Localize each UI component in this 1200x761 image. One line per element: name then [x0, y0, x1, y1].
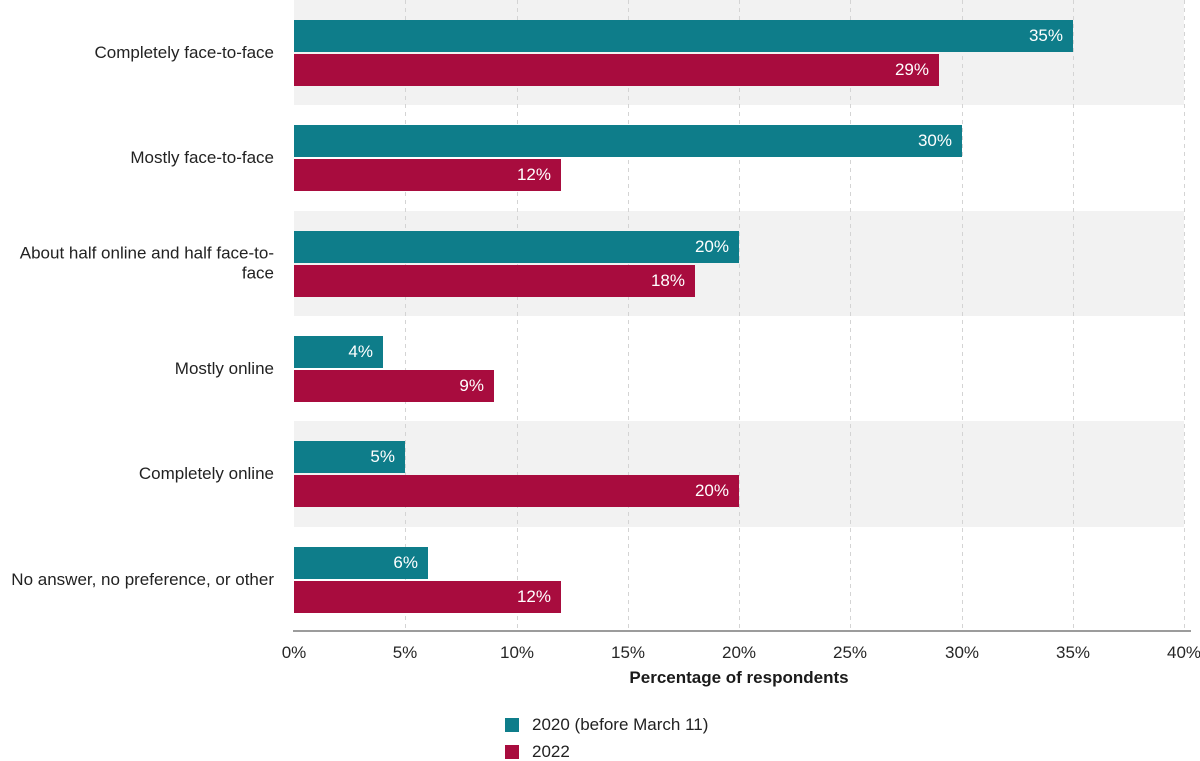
- bar-value-label: 30%: [917, 131, 952, 150]
- x-tick-label: 15%: [610, 643, 646, 662]
- legend-item: 2022: [505, 738, 708, 761]
- bar-2022: 12%: [294, 159, 561, 191]
- bar-value-label: 6%: [393, 553, 418, 572]
- gridline: [739, 0, 740, 632]
- plot-area: 35% 29% 30% 12% 20% 18% 4% 9% 5% 20% 6% 12%: [294, 0, 1185, 632]
- category-label: Mostly online: [174, 358, 274, 378]
- gridline: [962, 0, 963, 632]
- x-axis-title: Percentage of respondents: [629, 668, 849, 687]
- x-tick-label: 40%: [1166, 643, 1200, 662]
- x-tick-label: 30%: [944, 643, 980, 662]
- legend-label: 2022: [532, 741, 570, 761]
- category-label: About half online and half face-to-face: [19, 243, 274, 283]
- bar-2020: 30%: [294, 125, 962, 157]
- bar-value-label: 5%: [370, 447, 395, 466]
- x-tick-label: 35%: [1055, 643, 1091, 662]
- category-label: Completely face-to-face: [94, 42, 274, 62]
- bar-2022: 9%: [294, 370, 494, 402]
- legend: 2020 (before March 11) 2022: [505, 711, 708, 761]
- bar-value-label: 29%: [894, 60, 929, 79]
- category-label: No answer, no preference, or other: [11, 569, 274, 589]
- bar-value-label: 20%: [694, 237, 729, 256]
- gridline: [628, 0, 629, 632]
- bar-value-label: 12%: [516, 165, 551, 184]
- bar-value-label: 4%: [348, 342, 373, 361]
- bar-value-label: 9%: [459, 376, 484, 395]
- bar-2020: 6%: [294, 547, 428, 579]
- bar-2020: 4%: [294, 336, 383, 368]
- gridline: [1073, 0, 1074, 632]
- bar-2020: 20%: [294, 231, 739, 263]
- legend-swatch: [505, 744, 519, 759]
- x-tick-label: 5%: [392, 643, 418, 662]
- bar-2020: 35%: [294, 20, 1073, 52]
- bar-2022: 12%: [294, 581, 561, 613]
- legend-item: 2020 (before March 11): [505, 711, 708, 738]
- x-axis-line: [293, 630, 1191, 632]
- x-tick-label: 20%: [721, 643, 757, 662]
- bar-value-label: 12%: [516, 587, 551, 606]
- bar-2022: 18%: [294, 265, 695, 297]
- category-label: Completely online: [138, 463, 274, 483]
- gridline: [517, 0, 518, 632]
- bar-value-label: 18%: [650, 271, 685, 290]
- category-label: Mostly face-to-face: [130, 147, 274, 167]
- bar-2022: 20%: [294, 475, 739, 507]
- gridline: [405, 0, 406, 632]
- bar-2022: 29%: [294, 54, 939, 86]
- bar-value-label: 20%: [694, 481, 729, 500]
- legend-label: 2020 (before March 11): [532, 714, 709, 734]
- legend-swatch: [505, 717, 519, 732]
- bar-value-label: 35%: [1028, 26, 1063, 45]
- gridline: [850, 0, 851, 632]
- x-tick-label: 10%: [499, 643, 535, 662]
- x-tick-label: 25%: [832, 643, 868, 662]
- bar-2020: 5%: [294, 441, 405, 473]
- x-tick-label: 0%: [281, 643, 307, 662]
- gridline: [1184, 0, 1185, 632]
